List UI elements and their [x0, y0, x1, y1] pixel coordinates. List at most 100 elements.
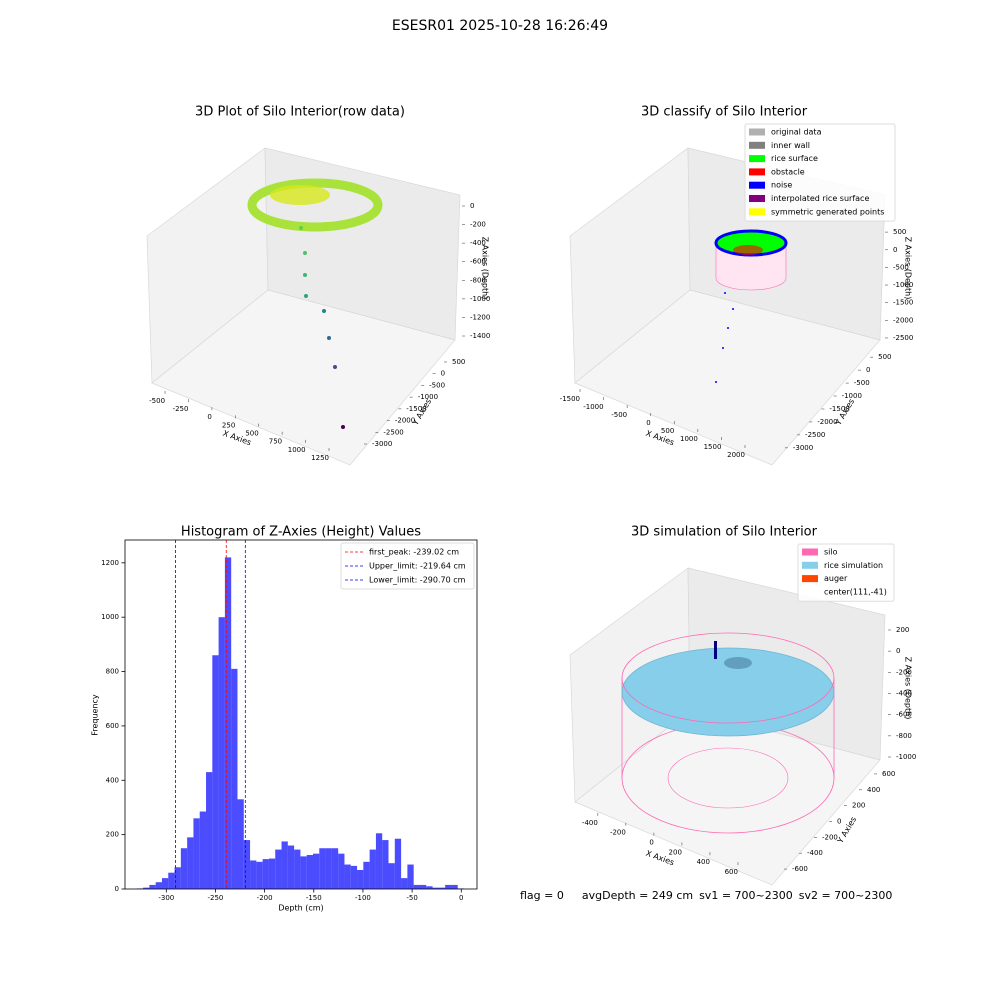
y-tick-label: -2500 [805, 431, 825, 439]
bar [338, 853, 345, 889]
legend-label: symmetric generated points [771, 207, 884, 216]
y-tick-label: 0 [837, 818, 841, 826]
legend-swatch [749, 168, 765, 176]
x-tick-label: -250 [208, 894, 224, 902]
y-tick-label: 200 [852, 802, 865, 810]
bar [281, 841, 288, 889]
legend-swatch [749, 128, 765, 136]
x-tick-label: 0 [207, 413, 211, 421]
bar [143, 887, 150, 889]
y-tick-label: -400 [807, 849, 823, 857]
x-tick-label: 1500 [704, 443, 722, 451]
bar [350, 865, 358, 889]
legend-box [744, 123, 896, 222]
y-tick-label: 0 [115, 885, 119, 893]
bar [206, 772, 213, 889]
x-tick-label: 1000 [680, 435, 698, 443]
legend-label: interpolated rice surface [771, 194, 869, 203]
y-tick-label: 0 [441, 370, 445, 378]
footer-text: flag = 0 [520, 889, 564, 902]
bar [375, 833, 383, 889]
z-tick-label: 0 [893, 246, 897, 254]
z-tick-label: -500 [893, 263, 909, 271]
y-tick-label: 200 [106, 831, 119, 839]
x-axis-label: Depth (cm) [278, 904, 323, 913]
bar [187, 837, 194, 889]
z-tick-label: -400 [896, 690, 912, 698]
z-tick-label: 0 [896, 647, 900, 655]
y-tick-label: 0 [866, 366, 870, 374]
legend-label: auger [824, 574, 848, 583]
bar [155, 882, 162, 889]
legend-swatch [749, 141, 765, 149]
bar [300, 856, 307, 889]
x-tick-label: 750 [269, 438, 282, 446]
bar [394, 838, 402, 889]
legend-box [797, 543, 895, 602]
y-tick-label: -1500 [829, 405, 849, 413]
z-tick-label: -800 [470, 276, 486, 284]
y-tick-label: 500 [878, 353, 891, 361]
x-tick-label: 0 [459, 894, 463, 902]
y-tick-label: -1000 [418, 393, 438, 401]
legend-label: noise [771, 181, 792, 190]
bar [193, 818, 200, 889]
legend-label: obstacle [771, 167, 805, 176]
z-tick-label: -1000 [470, 295, 490, 303]
y-tick-label: -500 [429, 381, 445, 389]
legend-label: center(111,-41) [824, 587, 887, 596]
x-tick-label: 250 [222, 421, 235, 429]
x-tick-label: 400 [697, 858, 710, 866]
bar [268, 858, 276, 889]
bar [250, 860, 257, 889]
z-tick-label: -800 [896, 732, 912, 740]
y-tick-label: -1000 [842, 392, 862, 400]
x-tick-label: 200 [669, 848, 682, 856]
z-tick-label: -2000 [893, 316, 913, 324]
bar [306, 855, 313, 889]
x-tick-label: -400 [582, 819, 598, 827]
y-tick-label: 800 [106, 668, 119, 676]
bar [243, 840, 251, 889]
legend-box [340, 542, 475, 590]
x-tick-label: -200 [257, 894, 273, 902]
z-axis-label: Z Axies (Depth) [904, 657, 913, 720]
z-tick-label: -600 [470, 258, 486, 266]
z-tick-label: -600 [896, 711, 912, 719]
x-tick-label: -300 [158, 894, 174, 902]
legend-swatch [749, 208, 765, 216]
bar [382, 840, 389, 889]
bar [218, 617, 225, 889]
bar [331, 848, 339, 889]
bar [231, 668, 238, 889]
chart-title: 3D Plot of Silo Interior(row data) [195, 105, 405, 120]
bar [445, 884, 452, 889]
legend-label: rice simulation [824, 561, 883, 570]
chart-title: 3D simulation of Silo Interior [631, 525, 818, 540]
bar [168, 872, 175, 889]
legend-label: Upper_limit: -219.64 cm [369, 562, 466, 571]
z-tick-label: 0 [470, 202, 474, 210]
bar [357, 869, 364, 889]
bar [401, 878, 408, 889]
footer-text: avgDepth = 249 cm [582, 889, 693, 902]
bar [407, 864, 414, 889]
bar [149, 884, 156, 889]
bar [212, 655, 219, 889]
legend-swatch [749, 181, 765, 189]
y-tick-label: 600 [882, 770, 895, 778]
y-tick-label: -1500 [406, 405, 426, 413]
y-tick-label: -500 [854, 379, 870, 387]
point-cloud-2 [714, 229, 788, 383]
x-tick-label: -1500 [560, 395, 580, 403]
bar [262, 859, 269, 889]
bar [287, 845, 295, 889]
z-tick-label: 200 [896, 626, 909, 634]
x-tick-label: 0 [646, 419, 650, 427]
z-tick-label: -200 [470, 221, 486, 229]
x-tick-label: -500 [611, 411, 627, 419]
point-cloud-1 [247, 178, 383, 429]
x-tick-label: -500 [149, 397, 165, 405]
z-tick-label: -1200 [470, 313, 490, 321]
bar [199, 811, 207, 889]
